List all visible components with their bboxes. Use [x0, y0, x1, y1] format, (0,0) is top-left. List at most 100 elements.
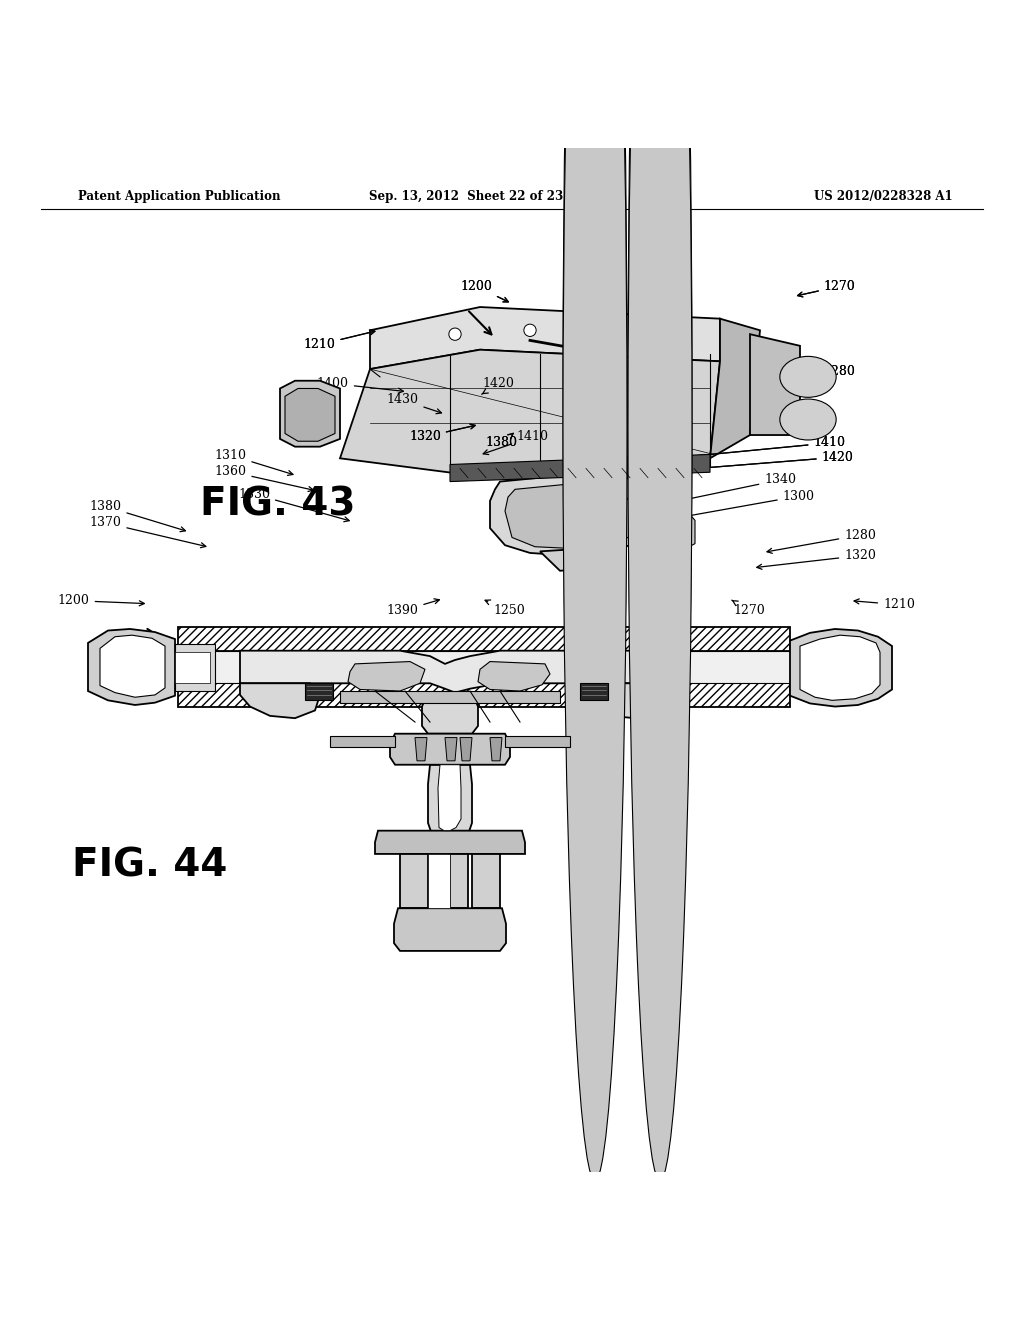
Polygon shape: [445, 738, 457, 760]
Ellipse shape: [799, 413, 817, 426]
Ellipse shape: [780, 399, 837, 440]
Polygon shape: [505, 737, 570, 747]
Polygon shape: [348, 661, 425, 692]
Text: FIG. 44: FIG. 44: [72, 846, 227, 884]
Text: 1380: 1380: [485, 433, 518, 449]
Text: 1300: 1300: [659, 490, 815, 523]
Polygon shape: [505, 480, 635, 548]
Polygon shape: [472, 854, 500, 908]
Text: 1210: 1210: [303, 330, 375, 351]
Ellipse shape: [628, 0, 692, 1135]
Ellipse shape: [563, 0, 627, 1180]
Polygon shape: [460, 738, 472, 760]
Text: 1210: 1210: [854, 598, 915, 611]
Text: 1330: 1330: [238, 487, 349, 521]
Text: 1310: 1310: [214, 449, 293, 475]
Text: 1350: 1350: [547, 494, 607, 517]
Polygon shape: [240, 684, 319, 718]
Ellipse shape: [780, 356, 837, 397]
Polygon shape: [375, 830, 525, 854]
Polygon shape: [422, 693, 478, 734]
Polygon shape: [340, 350, 720, 474]
Polygon shape: [394, 908, 506, 950]
Polygon shape: [428, 854, 450, 908]
Polygon shape: [540, 548, 605, 570]
Polygon shape: [428, 764, 472, 842]
Text: 1210: 1210: [303, 330, 375, 351]
Text: FIG. 43: FIG. 43: [200, 486, 355, 524]
Text: 1270: 1270: [798, 280, 856, 297]
Polygon shape: [175, 644, 215, 692]
Text: 1410: 1410: [685, 437, 846, 458]
Polygon shape: [580, 684, 608, 701]
Polygon shape: [305, 684, 333, 701]
Polygon shape: [490, 470, 650, 556]
Ellipse shape: [638, 0, 682, 940]
Polygon shape: [285, 388, 335, 441]
Polygon shape: [400, 854, 428, 908]
Polygon shape: [710, 318, 760, 458]
Polygon shape: [650, 508, 695, 552]
Text: 1360: 1360: [214, 465, 313, 491]
Ellipse shape: [563, 0, 627, 1135]
Text: 1420: 1420: [481, 378, 515, 395]
Polygon shape: [580, 684, 660, 718]
Text: Sep. 13, 2012  Sheet 22 of 23: Sep. 13, 2012 Sheet 22 of 23: [369, 190, 563, 202]
Text: 1400: 1400: [316, 378, 403, 393]
Ellipse shape: [649, 164, 671, 690]
Polygon shape: [490, 738, 502, 760]
Ellipse shape: [573, 0, 616, 940]
Text: 1420: 1420: [675, 450, 854, 473]
Polygon shape: [88, 628, 175, 705]
Text: 1280: 1280: [767, 528, 877, 553]
Text: 1430: 1430: [386, 393, 441, 413]
Polygon shape: [240, 651, 650, 693]
Text: 1270: 1270: [732, 601, 766, 618]
Text: 1280: 1280: [793, 364, 856, 378]
Text: 1320: 1320: [409, 424, 475, 444]
Text: US 2012/0228328 A1: US 2012/0228328 A1: [814, 190, 952, 202]
Ellipse shape: [799, 371, 817, 383]
Polygon shape: [790, 628, 892, 706]
Text: 1340: 1340: [647, 474, 797, 510]
Ellipse shape: [584, 119, 606, 645]
Circle shape: [524, 325, 537, 337]
Circle shape: [449, 329, 461, 341]
Polygon shape: [280, 380, 340, 446]
Polygon shape: [370, 308, 720, 370]
Ellipse shape: [649, 119, 671, 645]
Ellipse shape: [638, 0, 682, 895]
Polygon shape: [800, 635, 880, 701]
Text: 1260: 1260: [569, 346, 602, 359]
Text: 1200: 1200: [460, 280, 508, 302]
Polygon shape: [438, 764, 461, 830]
Text: 1390: 1390: [386, 599, 439, 618]
Ellipse shape: [790, 363, 826, 391]
Text: 1200: 1200: [460, 280, 508, 302]
Ellipse shape: [573, 0, 616, 895]
Text: 1250: 1250: [485, 601, 525, 618]
Ellipse shape: [584, 164, 606, 690]
Ellipse shape: [628, 0, 692, 1180]
Polygon shape: [450, 454, 710, 482]
Text: 1410: 1410: [685, 437, 846, 459]
Text: 1420: 1420: [675, 450, 854, 473]
Polygon shape: [450, 854, 468, 908]
Polygon shape: [178, 627, 790, 651]
Text: 1370: 1370: [89, 516, 206, 548]
Text: 1380: 1380: [485, 433, 518, 449]
Polygon shape: [340, 692, 560, 702]
Polygon shape: [750, 334, 800, 436]
Text: 1320: 1320: [409, 424, 475, 444]
Polygon shape: [390, 734, 510, 764]
Polygon shape: [100, 635, 165, 697]
Text: 1410: 1410: [483, 430, 549, 454]
Polygon shape: [478, 661, 550, 692]
Text: 1200: 1200: [57, 594, 144, 607]
Polygon shape: [175, 652, 210, 684]
Circle shape: [664, 318, 676, 331]
Text: 1380: 1380: [89, 500, 185, 532]
Ellipse shape: [790, 407, 826, 433]
Text: 1320: 1320: [757, 549, 877, 569]
Circle shape: [604, 322, 616, 334]
